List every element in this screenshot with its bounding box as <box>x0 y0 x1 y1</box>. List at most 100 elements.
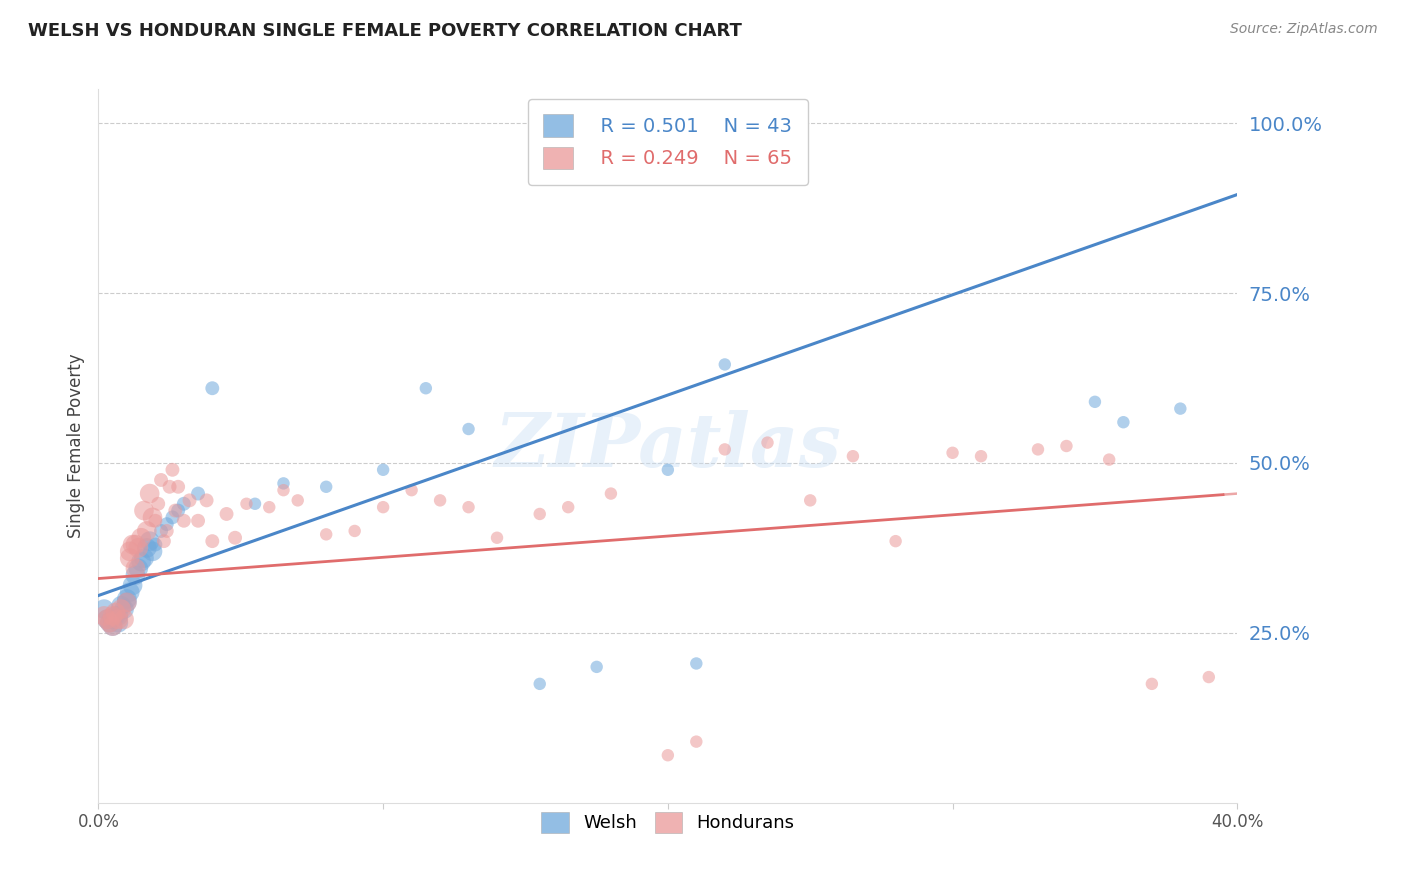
Point <box>101 619 124 633</box>
Point <box>235 497 257 511</box>
Point <box>486 531 509 545</box>
Point <box>162 510 184 524</box>
Point <box>93 602 115 616</box>
Point <box>173 514 195 528</box>
Point <box>315 480 337 494</box>
Point <box>118 551 141 566</box>
Point <box>138 534 160 549</box>
Point <box>714 358 737 372</box>
Point <box>150 524 173 538</box>
Point <box>714 442 737 457</box>
Point <box>101 619 124 633</box>
Point <box>156 524 179 538</box>
Point <box>756 435 779 450</box>
Point <box>107 608 129 623</box>
Point <box>115 595 138 609</box>
Point <box>96 612 118 626</box>
Point <box>1112 415 1135 429</box>
Point <box>373 500 395 515</box>
Point <box>195 493 218 508</box>
Point <box>343 524 366 538</box>
Point <box>600 486 623 500</box>
Point <box>93 608 115 623</box>
Point <box>124 568 146 582</box>
Point <box>107 615 129 630</box>
Point <box>273 483 295 498</box>
Point <box>1170 401 1192 416</box>
Point <box>148 497 170 511</box>
Point <box>529 507 551 521</box>
Point <box>259 500 281 515</box>
Point <box>135 541 157 555</box>
Point <box>127 561 149 575</box>
Point <box>287 493 309 508</box>
Point <box>657 463 679 477</box>
Point <box>138 486 160 500</box>
Point <box>224 531 246 545</box>
Point <box>415 381 437 395</box>
Point <box>159 480 181 494</box>
Point <box>135 524 157 538</box>
Point <box>101 608 124 623</box>
Point <box>98 615 121 630</box>
Point <box>429 493 451 508</box>
Text: ZIPatlas: ZIPatlas <box>495 409 841 483</box>
Point <box>970 449 993 463</box>
Point <box>112 612 135 626</box>
Point <box>121 537 143 551</box>
Point <box>842 449 865 463</box>
Point <box>243 497 266 511</box>
Point <box>685 657 707 671</box>
Point <box>1098 452 1121 467</box>
Point <box>96 612 118 626</box>
Point <box>273 476 295 491</box>
Point <box>98 615 121 630</box>
Point <box>884 534 907 549</box>
Point <box>156 517 179 532</box>
Point <box>110 602 132 616</box>
Point <box>118 585 141 599</box>
Point <box>115 595 138 609</box>
Point <box>167 480 190 494</box>
Point <box>141 510 163 524</box>
Point <box>201 534 224 549</box>
Point <box>201 381 224 395</box>
Point <box>104 608 127 623</box>
Point <box>129 531 152 545</box>
Point <box>162 463 184 477</box>
Point <box>115 591 138 606</box>
Point <box>799 493 821 508</box>
Point <box>557 500 579 515</box>
Point <box>187 486 209 500</box>
Point <box>118 544 141 558</box>
Point <box>104 606 127 620</box>
Point <box>1026 442 1049 457</box>
Point <box>173 497 195 511</box>
Point <box>685 734 707 748</box>
Point <box>112 602 135 616</box>
Point <box>585 660 607 674</box>
Point <box>124 561 146 575</box>
Text: WELSH VS HONDURAN SINGLE FEMALE POVERTY CORRELATION CHART: WELSH VS HONDURAN SINGLE FEMALE POVERTY … <box>28 22 742 40</box>
Point <box>1056 439 1078 453</box>
Point <box>121 578 143 592</box>
Point <box>215 507 238 521</box>
Text: Source: ZipAtlas.com: Source: ZipAtlas.com <box>1230 22 1378 37</box>
Legend: Welsh, Hondurans: Welsh, Hondurans <box>530 801 806 844</box>
Point <box>141 544 163 558</box>
Point <box>1198 670 1220 684</box>
Point <box>657 748 679 763</box>
Point <box>457 422 479 436</box>
Y-axis label: Single Female Poverty: Single Female Poverty <box>66 354 84 538</box>
Point <box>529 677 551 691</box>
Point <box>315 527 337 541</box>
Point <box>145 514 167 528</box>
Point <box>942 446 965 460</box>
Point <box>150 473 173 487</box>
Point <box>127 541 149 555</box>
Point <box>107 612 129 626</box>
Point <box>129 555 152 569</box>
Point <box>145 537 167 551</box>
Point <box>153 534 176 549</box>
Point <box>401 483 423 498</box>
